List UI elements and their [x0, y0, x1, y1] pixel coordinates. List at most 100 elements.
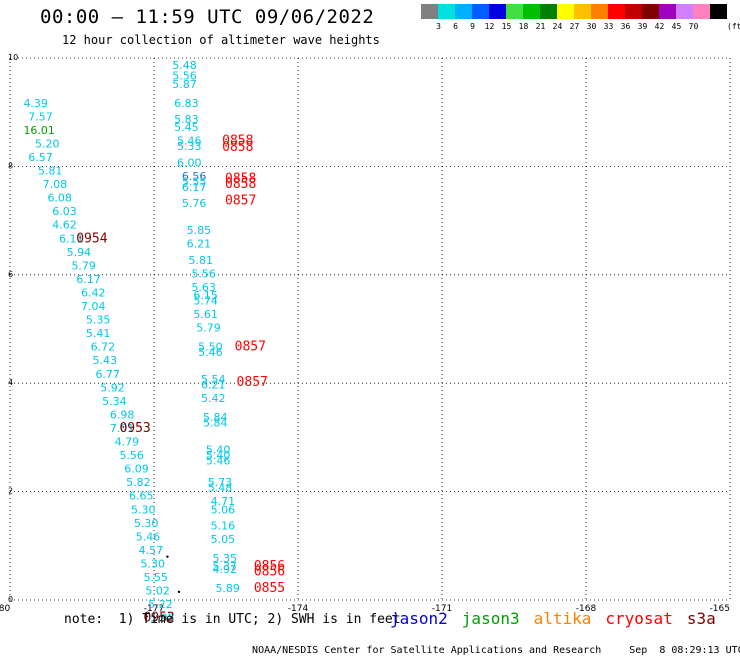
wave-height-label: 5.46 [206, 455, 231, 468]
wave-height-label: 5.56 [172, 70, 197, 83]
wave-height-label: 6.77 [95, 368, 120, 381]
wave-height-label: 6.21 [187, 238, 212, 251]
wave-height-label: 6.17 [76, 273, 101, 286]
wave-height-label: 5.84 [203, 417, 228, 430]
legend-swatch [608, 4, 625, 19]
y-tick-label: 4 [8, 378, 13, 387]
wave-height-label: 5.95 [150, 612, 175, 625]
legend-swatch [574, 4, 591, 19]
wave-height-label: 5.50 [198, 341, 223, 354]
wave-height-label: 4.79 [115, 436, 140, 449]
x-tick-label: -171 [432, 604, 452, 614]
wave-height-label: 6.21 [201, 379, 226, 392]
legend-label: 15 [501, 22, 512, 31]
wave-height-label: 5.46 [177, 135, 202, 148]
wave-height-label: 5.55 [143, 571, 168, 584]
legend-swatch [693, 4, 710, 19]
wave-height-label: 4.62 [52, 219, 77, 232]
wave-height-label: 5.02 [145, 585, 170, 598]
wave-height-label: 5.81 [38, 165, 63, 178]
legend-label: 45 [671, 22, 682, 31]
wave-height-label: 16.01 [23, 124, 55, 137]
y-tick-label: 10 [8, 53, 18, 62]
wave-height-label: 5.06 [211, 503, 236, 516]
wave-height-label: 4.71 [211, 495, 236, 508]
y-tick-label: 6 [8, 270, 13, 279]
wave-height-label: 5.46 [136, 530, 161, 543]
wave-height-label: 5.73 [208, 476, 233, 489]
chart-title: 00:00 – 11:59 UTC 09/06/2022 [40, 6, 375, 28]
wave-height-label: 5.54 [201, 373, 226, 386]
wave-height-label: 7.04 [81, 300, 106, 313]
pass-time-label: 0856 [254, 559, 285, 574]
pass-time-label: 0858 [222, 134, 253, 149]
y-tick-label: 8 [8, 161, 13, 170]
wave-height-label: 5.48 [172, 59, 197, 72]
legend-swatch [676, 4, 693, 19]
wave-height-label: 6.98 [110, 408, 135, 421]
legend-swatch [506, 4, 523, 19]
wave-height-label: 5.30 [141, 557, 166, 570]
chart-subtitle: 12 hour collection of altimeter wave hei… [62, 33, 380, 47]
satellite-name: cryosat [605, 609, 673, 628]
wave-height-label: 4.92 [213, 563, 238, 576]
legend-swatch [591, 4, 608, 19]
pass-time-label: 0954 [76, 231, 107, 246]
wave-height-label: 5.84 [203, 411, 228, 424]
wave-height-label: 5.89 [215, 582, 240, 595]
timestamp-text: Sep 8 08:29:13 UTC 2022 [629, 645, 740, 656]
legend-swatch [523, 4, 540, 19]
x-tick-label: -180 [0, 604, 10, 614]
legend-label: 36 [620, 22, 631, 31]
wave-height-label: 5.61 [193, 308, 218, 321]
legend-label: 3 [436, 22, 441, 31]
wave-height-label: 6.00 [177, 156, 202, 169]
wave-height-label: 5.48 [208, 482, 233, 495]
legend-swatch [489, 4, 506, 19]
wave-height-label: 6.11 [59, 232, 84, 245]
legend-label: 33 [603, 22, 614, 31]
legend-swatch [642, 4, 659, 19]
wave-height-label: 6.83 [174, 97, 199, 110]
wave-height-label: 6.17 [182, 181, 207, 194]
wave-height-label: 6.08 [47, 192, 72, 205]
wave-height-label: 5.33 [177, 140, 202, 153]
plot-grid [9, 57, 731, 601]
wave-height-label: 6.09 [124, 463, 148, 476]
wave-height-label: 5.20 [35, 137, 60, 150]
legend-swatch [659, 4, 676, 19]
legend-label: 12 [484, 22, 495, 31]
wave-height-label: 5.46 [198, 346, 223, 359]
credit-text: NOAA/NESDIS Center for Satellite Applica… [252, 645, 602, 656]
track-dot [177, 590, 181, 594]
wave-height-label: 5.63 [191, 281, 216, 294]
wave-height-label: 5.45 [174, 121, 199, 134]
wave-height-label: 5.30 [134, 517, 159, 530]
legend-unit: (ft) [727, 22, 740, 31]
wave-height-label: 5.30 [131, 503, 156, 516]
satellite-name: jason2 [390, 609, 448, 628]
wave-height-label: 5.35 [86, 314, 111, 327]
y-tick-label: 0 [8, 595, 13, 604]
track-dot [166, 555, 169, 558]
wave-height-label: 4.39 [23, 97, 48, 110]
wave-height-label: 5.40 [206, 449, 231, 462]
wave-height-label: 5.42 [201, 392, 226, 405]
wave-height-label: 6.65 [129, 490, 154, 503]
wave-height-label: 6.15 [193, 289, 218, 302]
legend-label: 30 [586, 22, 597, 31]
wave-height-label: 7.08 [43, 178, 68, 191]
wave-height-label: 5.56 [119, 449, 144, 462]
wave-height-label: 5.85 [187, 224, 212, 237]
pass-time-label: 0858 [225, 172, 256, 187]
satellite-legend: jason2 jason3 altika cryosat s3a [390, 609, 730, 628]
legend-label: 18 [518, 22, 529, 31]
x-axis-ticks: -180 -177 -174 -171 -168 -165 [0, 604, 730, 614]
wave-height-label: 5.92 [100, 381, 125, 394]
legend-label: 27 [569, 22, 580, 31]
wave-height-label: 5.37 [213, 560, 238, 573]
wave-height-label: 4.57 [139, 544, 164, 557]
y-axis-ticks: 0 2 4 6 8 10 [8, 53, 18, 604]
wave-height-label: 5.43 [93, 354, 118, 367]
